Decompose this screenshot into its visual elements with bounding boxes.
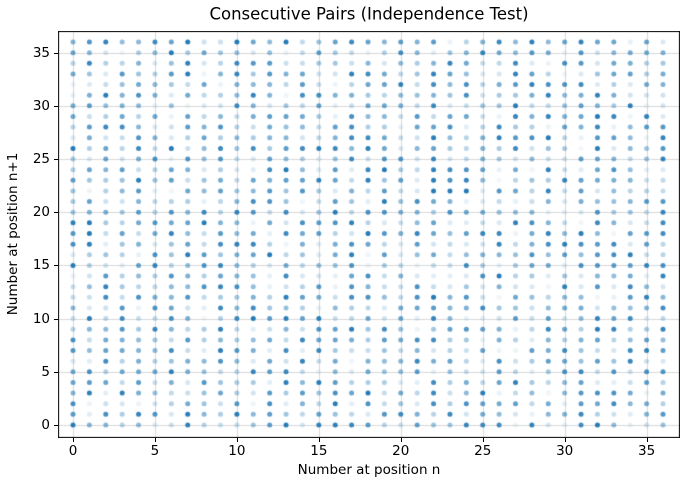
x-tick-label: 35 [638,443,656,459]
x-tick-label: 5 [150,443,160,459]
y-tick-mark [54,53,58,54]
y-tick-label: 25 [32,151,50,168]
x-tick-label: 20 [392,443,410,459]
y-tick-label: 0 [41,417,50,433]
y-tick-mark [54,159,58,160]
y-tick-mark [54,265,58,266]
x-axis-label: Number at position n [297,462,441,478]
x-tick-mark [483,438,484,442]
x-tick-label: 15 [310,443,328,459]
x-tick-mark [237,438,238,442]
x-tick-label: 25 [474,443,492,459]
x-tick-label: 10 [228,443,246,459]
y-tick-mark [54,425,58,426]
x-tick-mark [319,438,320,442]
x-tick-mark [401,438,402,442]
y-tick-label: 20 [32,204,50,221]
x-tick-mark [73,438,74,442]
x-tick-mark [565,438,566,442]
y-tick-mark [54,319,58,320]
y-tick-label: 15 [32,257,50,274]
scatter-grid-canvas [58,31,680,438]
y-tick-label: 30 [32,97,50,114]
y-tick-label: 35 [32,44,50,61]
x-tick-mark [647,438,648,442]
x-tick-mark [155,438,156,442]
plot-area [58,31,680,438]
y-tick-mark [54,212,58,213]
y-axis-label: Number at position n+1 [5,152,21,316]
y-tick-label: 5 [41,363,50,380]
x-tick-label: 30 [556,443,574,459]
y-tick-mark [54,372,58,373]
y-tick-mark [54,106,58,107]
y-tick-label: 10 [32,310,50,327]
chart-title: Consecutive Pairs (Independence Test) [209,4,529,24]
x-tick-label: 0 [68,443,78,459]
